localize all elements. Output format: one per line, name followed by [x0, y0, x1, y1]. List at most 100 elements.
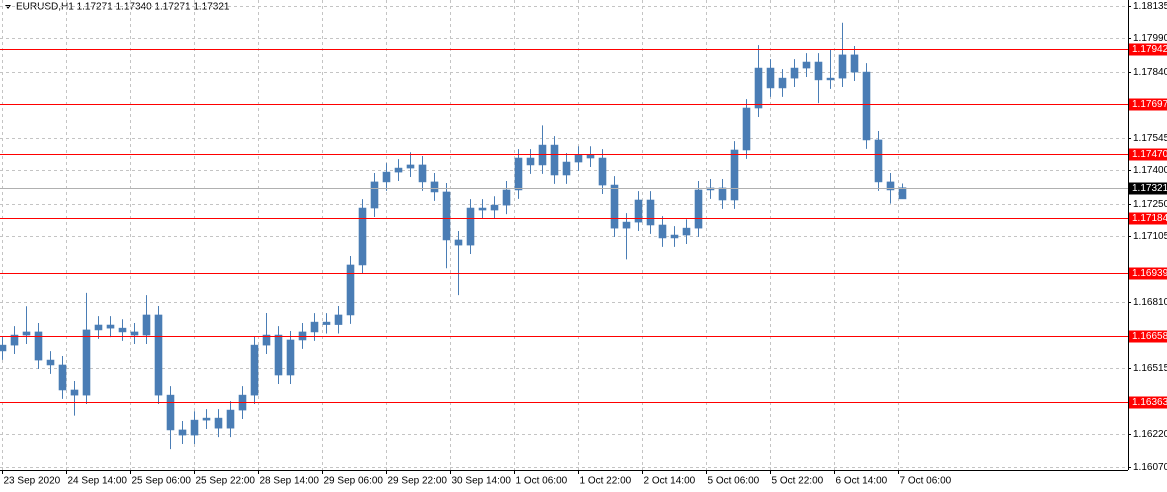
candle-body [214, 417, 223, 429]
candle-body [202, 417, 211, 421]
candle-body [226, 409, 235, 429]
level-box [1129, 43, 1167, 56]
level-box [1129, 212, 1167, 225]
candle-body [370, 181, 379, 209]
level-label: 1.17942 [1132, 44, 1167, 55]
level-box [1129, 148, 1167, 161]
candle-body [658, 224, 667, 239]
candle-body [334, 314, 343, 325]
candle-body [166, 394, 175, 431]
level-label: 1.16363 [1132, 397, 1167, 408]
x-tick-label: 29 Sep 06:00 [324, 476, 384, 487]
candle-body [838, 54, 847, 79]
candle-body [598, 157, 607, 186]
x-tick-label: 25 Sep 22:00 [196, 476, 256, 487]
candle-body [418, 164, 427, 183]
candle-body [130, 331, 139, 336]
candle-body [250, 344, 259, 396]
candle-body [178, 429, 187, 436]
candle-body [862, 71, 871, 141]
candle-body [622, 221, 631, 229]
candle-body [730, 149, 739, 201]
candle-body [574, 154, 583, 163]
candle-body [694, 189, 703, 229]
x-tick-label: 6 Oct 14:00 [836, 476, 888, 487]
candle-body [586, 154, 595, 159]
candle-body [154, 314, 163, 396]
y-tick-label: 1.16515 [1133, 363, 1167, 374]
candle-body [478, 207, 487, 211]
x-tick-label: 5 Oct 06:00 [708, 476, 760, 487]
candle-body [502, 189, 511, 206]
candle-body [382, 171, 391, 183]
x-tick-label: 2 Oct 14:00 [644, 476, 696, 487]
level-box [1129, 330, 1167, 343]
candle-body [874, 139, 883, 183]
candle-body [850, 54, 859, 73]
candle-body [70, 389, 79, 396]
y-tick-label: 1.17400 [1133, 165, 1167, 176]
candle-body [322, 321, 331, 325]
level-box [1129, 396, 1167, 409]
candle-body [82, 329, 91, 396]
candle-body [262, 334, 271, 346]
x-tick-label: 25 Sep 06:00 [132, 476, 192, 487]
candle-body [358, 207, 367, 266]
candle-body [670, 234, 679, 239]
candle-body [286, 339, 295, 376]
level-label: 1.16939 [1132, 268, 1167, 279]
candle-body [22, 331, 31, 336]
candle-body [34, 331, 43, 361]
candle-body [634, 199, 643, 223]
candle-body [310, 321, 319, 333]
y-tick-label: 1.16220 [1133, 429, 1167, 440]
candle-body [466, 207, 475, 246]
candle-body [430, 181, 439, 193]
candle-body [46, 359, 55, 366]
candle-body [514, 157, 523, 191]
candle-body [610, 184, 619, 229]
candle-body [142, 314, 151, 336]
candle-body [754, 67, 763, 109]
y-tick-label: 1.17840 [1133, 67, 1167, 78]
level-label: 1.17184 [1132, 213, 1167, 224]
candle-body [682, 227, 691, 236]
candle-body [886, 181, 895, 191]
candle-body [0, 344, 7, 352]
candle-body [790, 67, 799, 79]
x-tick-label: 24 Sep 14:00 [68, 476, 128, 487]
level-label: 1.17470 [1132, 149, 1167, 160]
x-tick-label: 5 Oct 22:00 [772, 476, 824, 487]
y-tick-label: 1.16070 [1133, 462, 1167, 473]
candle-body [526, 157, 535, 166]
candle-body [778, 77, 787, 89]
candle-body [190, 419, 199, 436]
y-tick-label: 1.17105 [1133, 231, 1167, 242]
x-tick-label: 30 Sep 14:00 [452, 476, 512, 487]
candle-body [826, 77, 835, 81]
x-tick-label: 1 Oct 22:00 [580, 476, 632, 487]
candle-body [94, 324, 103, 331]
candle-body [442, 191, 451, 241]
y-tick-label: 1.18135 [1133, 1, 1167, 12]
candle-body [490, 204, 499, 211]
candle-body [550, 144, 559, 176]
y-tick-label: 1.17990 [1133, 33, 1167, 44]
level-box [1129, 98, 1167, 111]
candle-body [718, 187, 727, 201]
candle-body [274, 334, 283, 376]
candle-body [346, 264, 355, 316]
current-price-box [1129, 182, 1167, 195]
y-tick-label: 1.17545 [1133, 133, 1167, 144]
candle-body [106, 324, 115, 329]
candle-body [58, 364, 67, 391]
x-tick-label: 29 Sep 22:00 [388, 476, 448, 487]
candle-body [898, 187, 907, 200]
y-tick-label: 1.16810 [1133, 297, 1167, 308]
candle-body [766, 67, 775, 89]
chart-title: EURUSD,H1 1.17271 1.17340 1.17271 1.1732… [16, 2, 230, 13]
candle-body [646, 199, 655, 226]
